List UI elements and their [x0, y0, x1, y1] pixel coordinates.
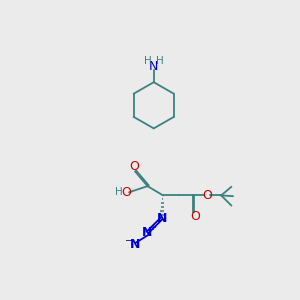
Text: H: H	[156, 56, 164, 66]
Text: O: O	[202, 189, 212, 202]
Text: N: N	[149, 60, 158, 73]
Text: H: H	[144, 56, 152, 66]
Text: O: O	[190, 210, 200, 223]
Text: N: N	[157, 212, 167, 225]
Text: +: +	[149, 223, 156, 232]
Text: O: O	[122, 186, 132, 199]
Text: N: N	[142, 226, 153, 239]
Text: N: N	[130, 238, 140, 251]
Text: −: −	[125, 236, 133, 246]
Text: H: H	[115, 187, 123, 197]
Text: O: O	[129, 160, 139, 172]
